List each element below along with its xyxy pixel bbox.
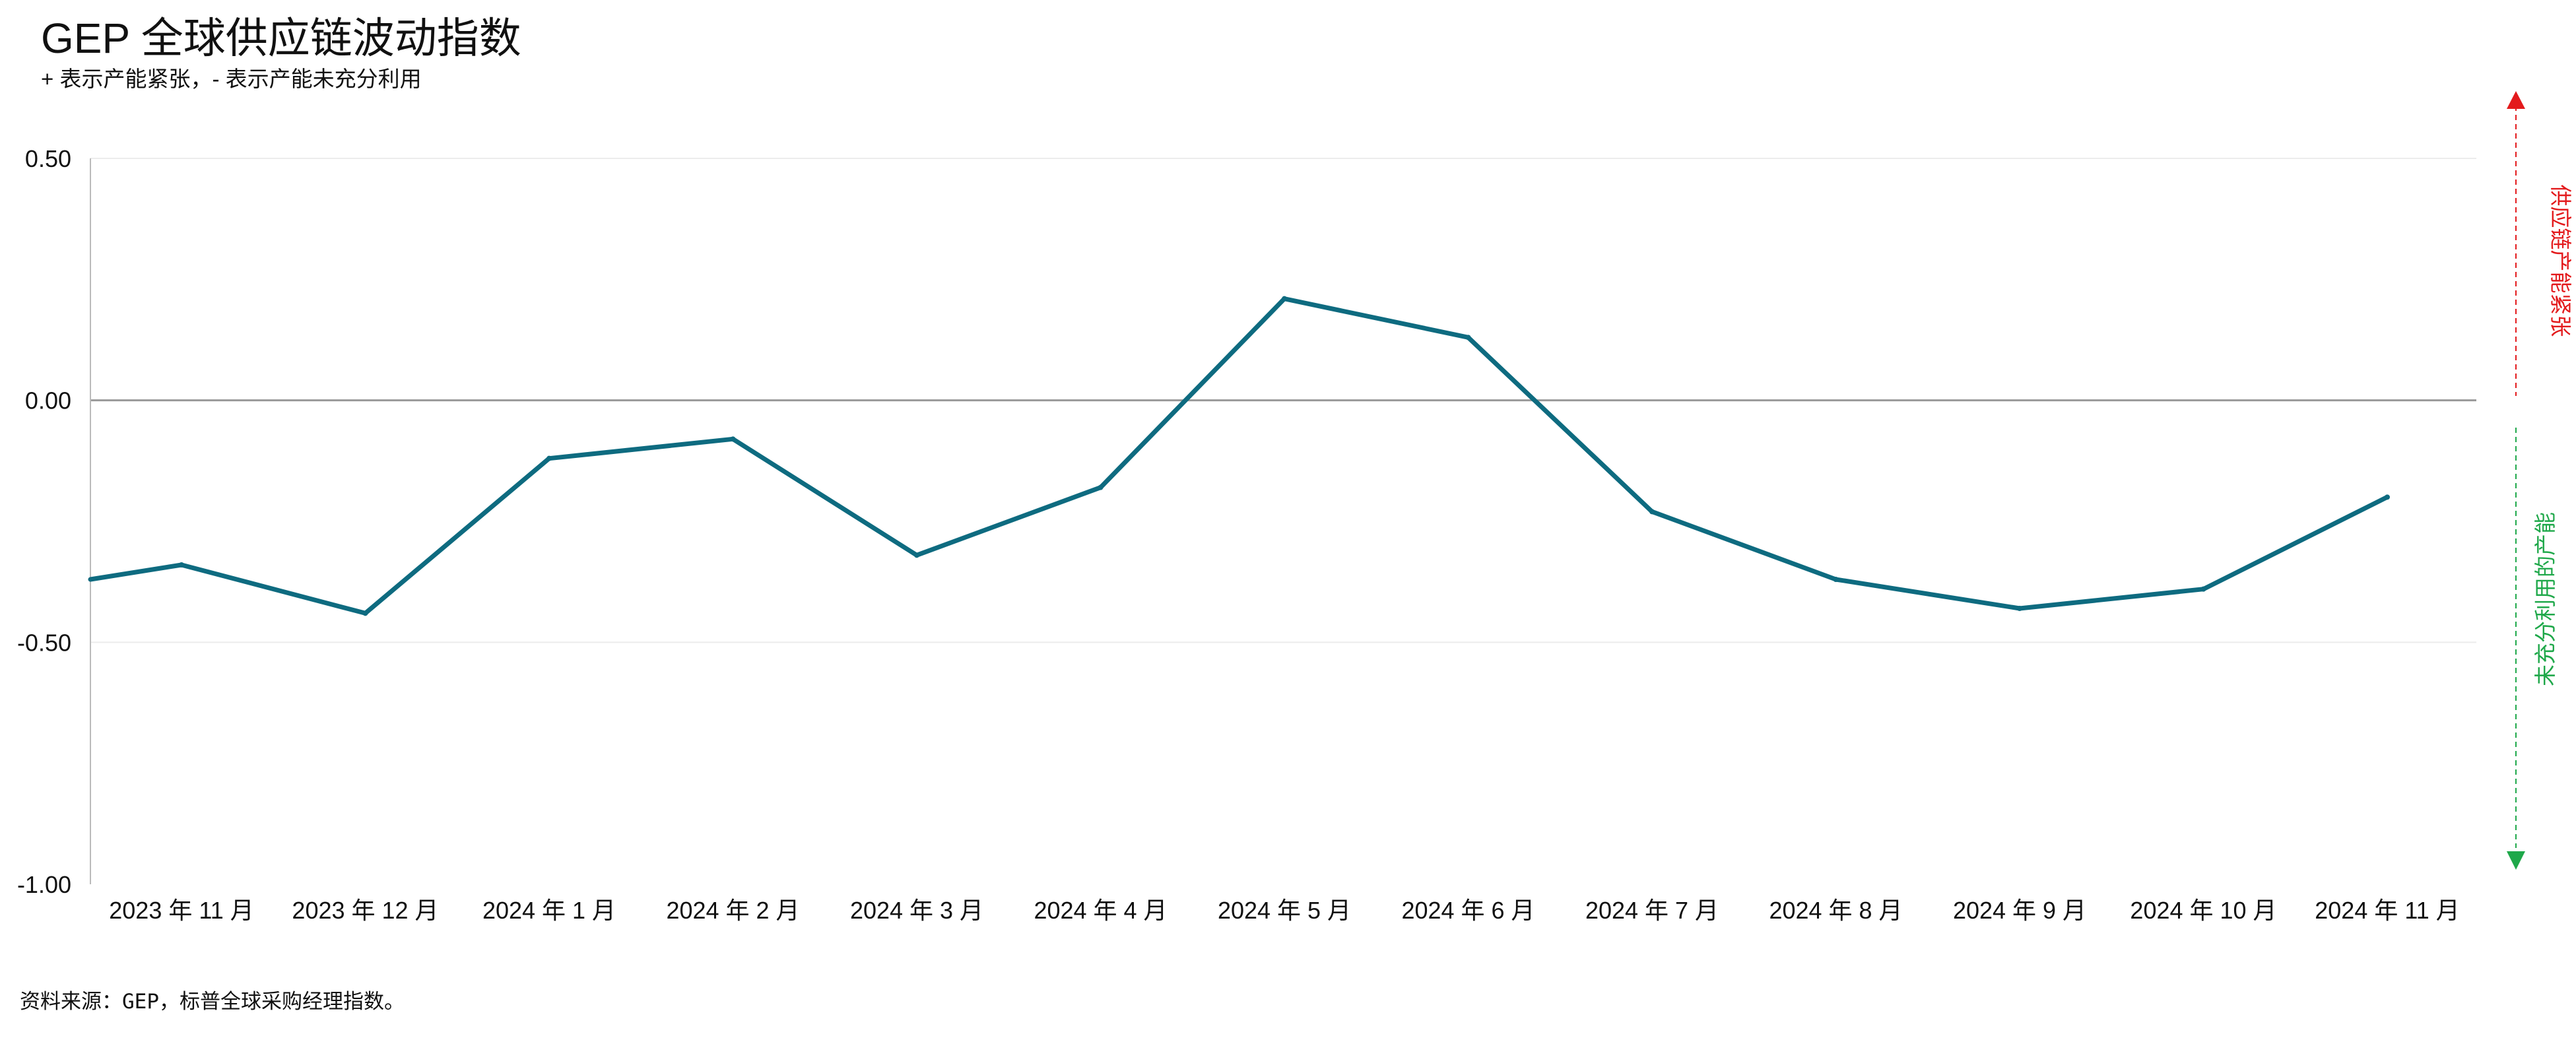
x-tick-label: 2024 年 7 月 xyxy=(1585,897,1719,924)
data-point xyxy=(179,562,184,568)
x-tick-label: 2023 年 12 月 xyxy=(292,897,438,924)
data-point xyxy=(1282,296,1287,302)
data-point xyxy=(1649,509,1655,515)
capacity-underused-label: 未充分利用的产能 xyxy=(2533,512,2558,686)
x-tick-label: 2023 年 11 月 xyxy=(109,897,253,924)
data-point xyxy=(546,455,552,461)
x-tick-label: 2024 年 10 月 xyxy=(2130,897,2276,924)
x-tick-label: 2024 年 2 月 xyxy=(666,897,799,924)
x-tick-label: 2024 年 4 月 xyxy=(1034,897,1167,924)
x-axis-ticks: 2023 年 11 月 2023 年 12 月 2024 年 1 月 2024 年 2… xyxy=(109,897,2459,924)
up-arrow-icon xyxy=(2507,91,2525,109)
data-point xyxy=(1098,484,1104,490)
source-note: 资料来源：GEP，标普全球采购经理指数。 xyxy=(20,990,405,1014)
chart-subtitle: + 表示产能紧张，- 表示产能未充分利用 xyxy=(41,67,422,91)
data-point xyxy=(2200,586,2206,592)
x-tick-label: 2024 年 1 月 xyxy=(482,897,616,924)
data-point xyxy=(914,552,919,558)
y-tick-label: 0.00 xyxy=(25,387,71,414)
data-point xyxy=(1465,335,1471,341)
down-arrow-icon xyxy=(2507,851,2525,870)
x-tick-label: 2024 年 11 月 xyxy=(2315,897,2459,924)
data-point xyxy=(362,610,368,616)
x-tick-label: 2024 年 8 月 xyxy=(1769,897,1902,924)
data-point xyxy=(730,436,736,442)
capacity-tight-label: 供应链产能紧张 xyxy=(2548,185,2573,337)
chart-title: GEP 全球供应链波动指数 xyxy=(41,15,521,62)
series-line xyxy=(88,296,2390,616)
data-point xyxy=(2385,494,2390,500)
data-point xyxy=(1833,577,1839,582)
data-point xyxy=(2017,606,2022,611)
data-points xyxy=(179,296,2390,616)
x-tick-label: 2024 年 9 月 xyxy=(1953,897,2086,924)
y-tick-label: -1.00 xyxy=(17,871,71,898)
y-tick-label: 0.50 xyxy=(25,145,71,172)
gridlines xyxy=(90,158,2476,643)
y-tick-label: -0.50 xyxy=(17,629,71,656)
y-axis-ticks: 0.50 0.00 -0.50 -1.00 xyxy=(17,145,71,898)
x-tick-label: 2024 年 6 月 xyxy=(1401,897,1535,924)
x-tick-label: 2024 年 5 月 xyxy=(1218,897,1351,924)
x-tick-label: 2024 年 3 月 xyxy=(850,897,983,924)
